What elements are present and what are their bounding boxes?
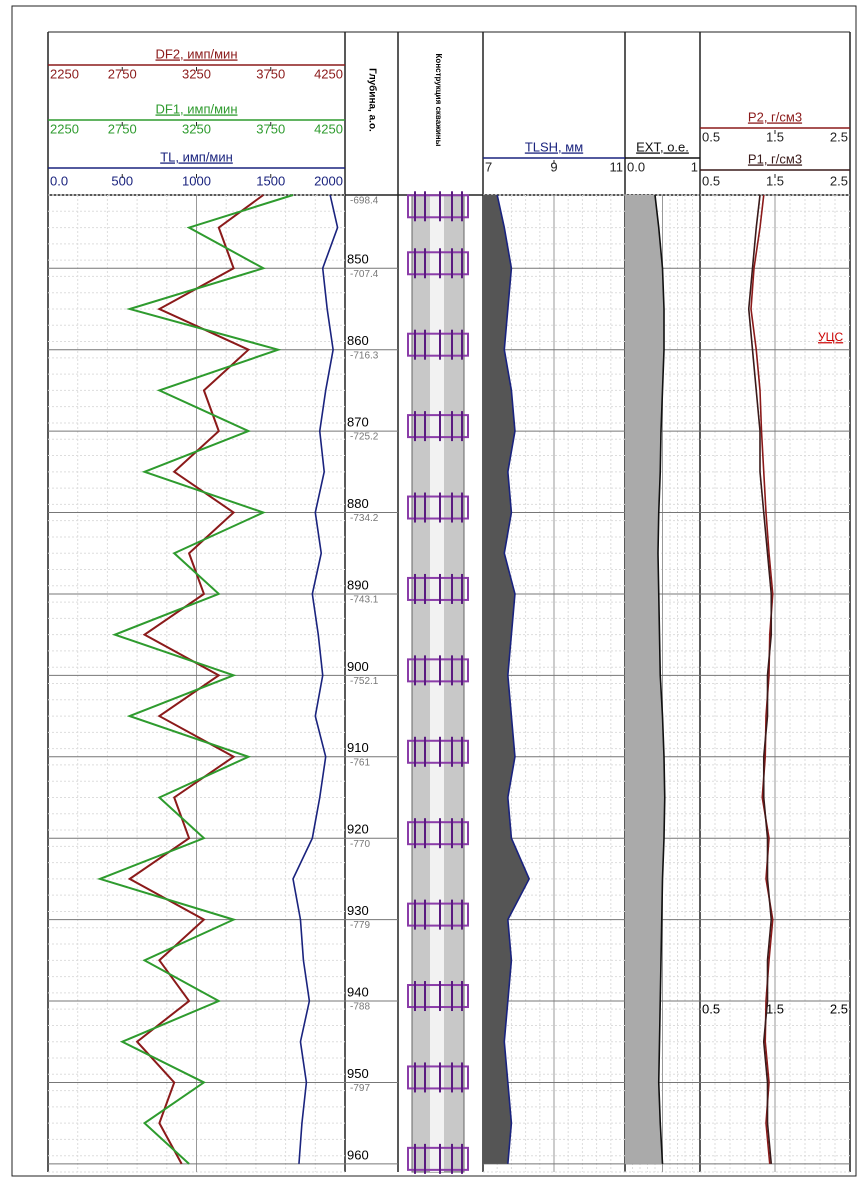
scale-tick-label: 2.5 [830, 173, 848, 188]
depth-label: 880 [347, 496, 369, 511]
curve-name: DF2, имп/мин [155, 46, 237, 61]
depth-label: 900 [347, 659, 369, 674]
abs-depth-label: -707.4 [350, 269, 379, 280]
scale-tick-label: 0.5 [702, 173, 720, 188]
abs-depth-label: -797 [350, 1083, 370, 1094]
scale-tick-label: 4250 [314, 121, 343, 136]
curve-name: TLSH, мм [525, 139, 583, 154]
abs-depth-label: -788 [350, 1002, 370, 1013]
scale-tick-label: 2250 [50, 121, 79, 136]
well-log: 850 860 870 880 890 900 910 920 930 940 950 960 -698… [0, 0, 860, 1178]
depth-label: Глубина, а.о. [366, 68, 378, 132]
depth-label: 960 [347, 1147, 369, 1162]
curve-fill [625, 195, 665, 1164]
depth-label: 950 [347, 1066, 369, 1081]
depth-label: 890 [347, 577, 369, 592]
abs-depth-label: -752.1 [350, 676, 379, 687]
casing-highlight [430, 195, 444, 1172]
curve-name: DF1, имп/мин [155, 101, 237, 116]
curve-name: EXT, о.е. [636, 139, 689, 154]
depth-label: 860 [347, 333, 369, 348]
abs-depth-label: -743.1 [350, 595, 379, 606]
scale-tick-label: 0.5 [702, 1001, 720, 1016]
scale-tick-label: 1 [691, 159, 698, 174]
scale-tick-label: 2.5 [830, 129, 848, 144]
depth-label: 940 [347, 984, 369, 999]
abs-depth-label: -761 [350, 757, 370, 768]
scale-tick-label: 0.0 [627, 159, 645, 174]
abs-depth-label: -770 [350, 839, 370, 850]
abs-depth-label: -734.2 [350, 513, 379, 524]
log-curve [751, 195, 773, 1164]
curve-name: TL, имп/мин [160, 149, 233, 164]
scale-tick-label: 11 [610, 159, 624, 174]
abs-depth-label: -725.2 [350, 432, 379, 443]
curve-name: P1, г/см3 [748, 151, 802, 166]
scale-tick-label: 2250 [50, 66, 79, 81]
scale-tick-label: 2000 [314, 173, 343, 188]
scale-tick-label: 0.5 [702, 129, 720, 144]
depth-label: 930 [347, 903, 369, 918]
construction-label: Конструкция скважины [434, 54, 443, 147]
depth-label: 920 [347, 822, 369, 837]
abs-depth-label: -779 [350, 920, 370, 931]
depth-label: 850 [347, 252, 369, 267]
abs-depth-label: -698.4 [350, 196, 379, 207]
depth-label: 910 [347, 740, 369, 755]
abs-depth-label: -716.3 [350, 350, 379, 361]
depth-label: 870 [347, 415, 369, 430]
flag-label: УЦС [818, 330, 844, 344]
scale-tick-label: 0.0 [50, 173, 68, 188]
curve-name: P2, г/см3 [748, 109, 802, 124]
scale-tick-label: 2.5 [830, 1001, 848, 1016]
scale-tick-label: 1.5 [766, 1001, 784, 1016]
scale-tick-label: 7 [485, 159, 492, 174]
scale-tick-label: 4250 [314, 66, 343, 81]
log-body: 850 860 870 880 890 900 910 920 930 940 950 960 -698… [48, 32, 850, 1174]
